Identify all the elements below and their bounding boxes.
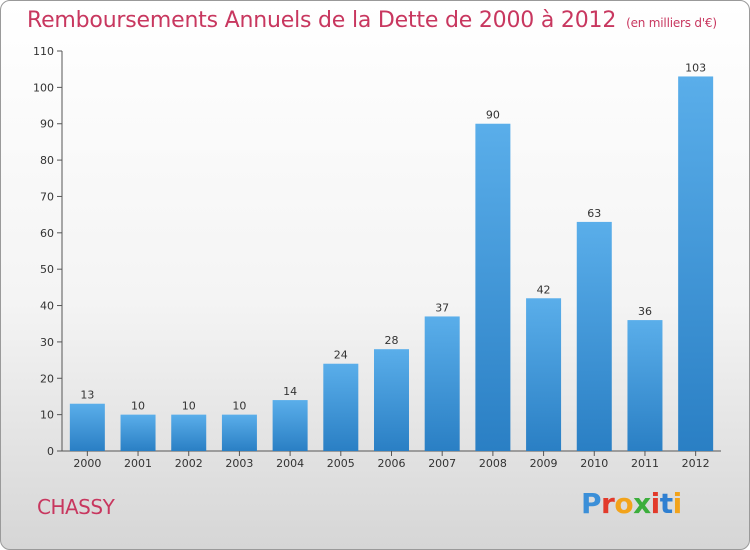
y-tick-label: 10 <box>40 409 54 422</box>
bar-2008 <box>475 123 511 452</box>
data-label-2003: 10 <box>232 400 246 413</box>
y-tick-label: 50 <box>40 263 54 276</box>
y-tick-label: 20 <box>40 372 54 385</box>
x-tick-label-2003: 2003 <box>225 457 253 470</box>
proxiti-logo: Proxiti <box>581 487 682 520</box>
x-tick-label-2009: 2009 <box>530 457 558 470</box>
chart-unit: (en milliers d'€) <box>626 16 717 30</box>
data-label-2006: 28 <box>385 334 399 347</box>
y-tick-label: 110 <box>33 45 54 58</box>
bar-2011 <box>627 320 663 451</box>
data-label-2002: 10 <box>182 400 196 413</box>
bar-2002 <box>171 414 207 451</box>
data-label-2005: 24 <box>334 349 348 362</box>
x-tick-label-2000: 2000 <box>73 457 101 470</box>
x-tick-label-2005: 2005 <box>327 457 355 470</box>
x-tick-label-2011: 2011 <box>631 457 659 470</box>
y-tick-label: 60 <box>40 227 54 240</box>
y-tick-label: 70 <box>40 190 54 203</box>
bar-2001 <box>120 414 156 451</box>
data-label-2008: 90 <box>486 109 500 122</box>
bars: 13 10 10 10 14 24 28 37 90 42 63 36 103 <box>69 61 714 452</box>
data-label-2012: 103 <box>685 61 706 74</box>
x-tick-label-2007: 2007 <box>428 457 456 470</box>
logo-letter: o <box>614 487 634 520</box>
bar-2000 <box>69 403 105 451</box>
commune-name: CHASSY <box>37 495 115 519</box>
data-label-2007: 37 <box>435 301 449 314</box>
x-axis: 2000 2001 2002 2003 2004 2005 2006 2007 2008 2009… <box>62 450 721 470</box>
bar-2007 <box>424 316 460 451</box>
chart-title-text: Remboursements Annuels de la Dette de 20… <box>27 8 617 33</box>
y-tick-label: 0 <box>47 445 54 458</box>
bar-2004 <box>272 400 308 451</box>
logo-letter: t <box>659 487 673 520</box>
y-tick-label: 30 <box>40 336 54 349</box>
logo-letter: i <box>650 487 661 520</box>
logo-letter: i <box>672 487 683 520</box>
bar-2009 <box>526 298 562 451</box>
data-label-2001: 10 <box>131 400 145 413</box>
y-axis: 0 10 20 30 40 50 60 70 80 90 100 110 <box>33 45 63 458</box>
logo-letter: x <box>633 487 651 520</box>
y-tick-label: 40 <box>40 300 54 313</box>
x-tick-label-2002: 2002 <box>175 457 203 470</box>
y-tick-label: 80 <box>40 154 54 167</box>
x-tick-label-2008: 2008 <box>479 457 507 470</box>
bar-2003 <box>221 414 257 451</box>
bar-2012 <box>678 76 714 452</box>
data-label-2004: 14 <box>283 385 297 398</box>
y-tick-label: 90 <box>40 118 54 131</box>
bar-2010 <box>576 221 612 451</box>
y-tick-label: 100 <box>33 81 54 94</box>
data-label-2000: 13 <box>80 389 94 402</box>
x-tick-label-2010: 2010 <box>580 457 608 470</box>
chart-title: Remboursements Annuels de la Dette de 20… <box>27 8 717 33</box>
x-tick-label-2004: 2004 <box>276 457 304 470</box>
data-label-2009: 42 <box>537 283 551 296</box>
logo-letter: r <box>601 487 615 520</box>
x-tick-label-2012: 2012 <box>682 457 710 470</box>
bar-2005 <box>323 363 359 451</box>
logo-letter: P <box>581 487 602 520</box>
bar-2006 <box>374 349 409 451</box>
data-label-2010: 63 <box>587 207 601 220</box>
data-label-2011: 36 <box>638 305 652 318</box>
x-tick-label-2006: 2006 <box>378 457 406 470</box>
x-tick-label-2001: 2001 <box>124 457 152 470</box>
